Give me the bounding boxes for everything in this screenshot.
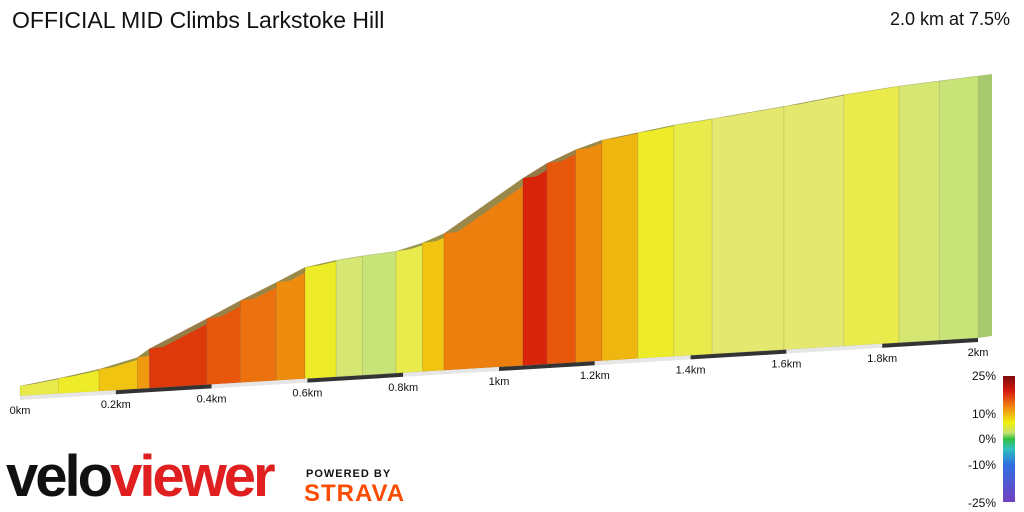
scale-label-neg10: -10% xyxy=(967,458,996,472)
gradient-segment xyxy=(19,377,59,397)
gradient-segment xyxy=(395,242,423,374)
axis-band xyxy=(403,367,499,377)
gradient-segment xyxy=(57,368,100,395)
logo-velo-text: velo xyxy=(6,444,113,509)
x-tick-label: 0.2km xyxy=(101,399,131,411)
scale-label-10: 10% xyxy=(971,407,996,421)
gradient-segment xyxy=(939,75,979,341)
axis-band xyxy=(499,361,595,371)
gradient-segment xyxy=(239,281,277,384)
axis-band xyxy=(115,384,212,395)
gradient-segment xyxy=(362,250,397,376)
gradient-segment xyxy=(546,149,576,365)
axis-band xyxy=(690,349,787,360)
powered-by-label: POWERED BY xyxy=(306,468,392,480)
gradient-segment xyxy=(522,162,548,366)
profile-top-edge xyxy=(443,176,537,234)
axis-band xyxy=(882,338,978,348)
axis-band xyxy=(307,372,404,383)
axis-band xyxy=(211,378,308,389)
scale-label-min: -25% xyxy=(967,496,996,510)
gradient-segment xyxy=(98,357,138,392)
profile-end-cap xyxy=(978,74,992,338)
x-tick-label: 0.8km xyxy=(388,382,418,394)
gradient-segment xyxy=(898,80,941,344)
profile-top-edge xyxy=(784,92,858,107)
x-tick-label: 0.6km xyxy=(292,388,322,400)
x-tick-label: 0km xyxy=(10,405,31,417)
gradient-segments xyxy=(19,74,992,397)
gradient-segment xyxy=(673,118,713,357)
gradient-color-scale xyxy=(1003,376,1015,502)
strava-logo: STRAVA xyxy=(304,480,406,507)
profile-top-edge xyxy=(149,316,221,349)
scale-label-0: 0% xyxy=(978,432,996,446)
x-tick-label: 1.2km xyxy=(580,370,610,382)
climb-summary: 2.0 km at 7.5% xyxy=(889,9,1010,29)
profile-top-edge xyxy=(712,104,799,119)
axis-band xyxy=(786,343,883,354)
gradient-segment xyxy=(601,132,639,362)
gradient-segment xyxy=(711,105,785,355)
x-tick-label: 0.4km xyxy=(197,393,227,405)
x-tick-label: 1.4km xyxy=(676,364,706,376)
gradient-segment xyxy=(335,255,363,378)
distance-axis xyxy=(20,338,978,400)
axis-band xyxy=(20,390,116,400)
gradient-segment xyxy=(148,318,208,389)
gradient-segment xyxy=(783,94,845,351)
gradient-segment xyxy=(275,266,306,381)
distance-tick-labels: 0km 0.2km 0.4km 0.6km 0.8km 1km 1.2km 1.4km 1.6k… xyxy=(10,347,989,417)
x-tick-label: 1.6km xyxy=(771,359,801,371)
axis-band xyxy=(594,355,691,366)
gradient-segment xyxy=(304,259,337,380)
page-title: OFFICIAL MID Climbs Larkstoke Hill xyxy=(12,7,385,33)
x-tick-label: 2km xyxy=(968,347,989,359)
gradient-segment xyxy=(843,85,900,347)
profile-top-edge xyxy=(843,84,913,95)
logo-viewer-text: viewer xyxy=(110,444,276,509)
x-tick-label: 1.8km xyxy=(867,353,897,365)
gradient-segment xyxy=(422,233,445,373)
gradient-segment xyxy=(637,124,675,359)
profile-top-edge xyxy=(898,78,954,87)
x-tick-label: 1km xyxy=(489,376,510,388)
scale-label-max: 25% xyxy=(971,369,996,383)
veloviewer-logo: veloviewer xyxy=(6,448,276,506)
profile-top-edge xyxy=(939,74,992,81)
gradient-segment xyxy=(575,139,603,363)
